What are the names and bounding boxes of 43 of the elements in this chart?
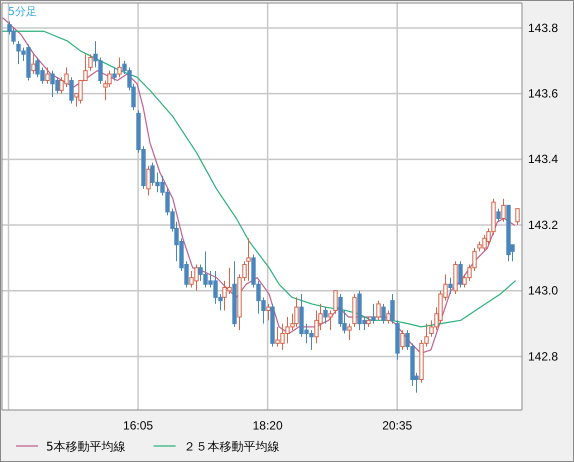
candlestick <box>294 296 299 328</box>
x-tick-label: 18:20 <box>252 418 283 433</box>
candlestick <box>395 320 400 360</box>
candlestick <box>45 66 50 84</box>
candlestick <box>117 57 122 78</box>
candlestick <box>400 330 405 350</box>
candlestick <box>496 208 501 222</box>
candlestick <box>347 323 352 341</box>
candlestick <box>266 303 271 321</box>
candlestick <box>386 310 391 324</box>
chart-title: 5分足 <box>8 5 37 18</box>
candlestick <box>390 294 395 324</box>
candlestick <box>146 165 151 196</box>
x-tick-label: 20:35 <box>382 418 413 433</box>
y-tick-label: 143.6 <box>528 86 558 101</box>
candlestick <box>371 303 376 324</box>
y-tick-label: 143.0 <box>528 284 558 298</box>
candlestick <box>501 198 506 222</box>
candlestick <box>366 316 371 328</box>
candlestick <box>69 76 74 104</box>
y-tick-label: 142.8 <box>528 349 558 364</box>
candlestick <box>381 303 386 324</box>
candlestick <box>232 260 237 328</box>
candlestick <box>31 54 36 74</box>
candlestick <box>506 204 511 262</box>
candlestick <box>88 54 93 72</box>
candlestick <box>246 238 251 282</box>
candlestick <box>333 290 338 314</box>
y-tick-label: 143.4 <box>528 152 558 166</box>
legend-label: ２５本移動平均線 <box>184 440 280 454</box>
candlestick <box>352 294 357 328</box>
candlestick <box>458 260 463 288</box>
candlestick <box>328 310 333 331</box>
candlestick <box>376 300 381 321</box>
y-tick-label: 143.2 <box>528 218 558 232</box>
candlestick <box>448 277 453 295</box>
x-tick-label: 16:05 <box>123 418 154 433</box>
candlestick <box>453 260 458 295</box>
candlestick <box>270 303 275 348</box>
candlestick <box>112 66 117 82</box>
candlestick <box>323 306 328 324</box>
y-tick-label: 143.8 <box>528 20 558 35</box>
legend-label: 5本移動平均線 <box>46 440 126 454</box>
